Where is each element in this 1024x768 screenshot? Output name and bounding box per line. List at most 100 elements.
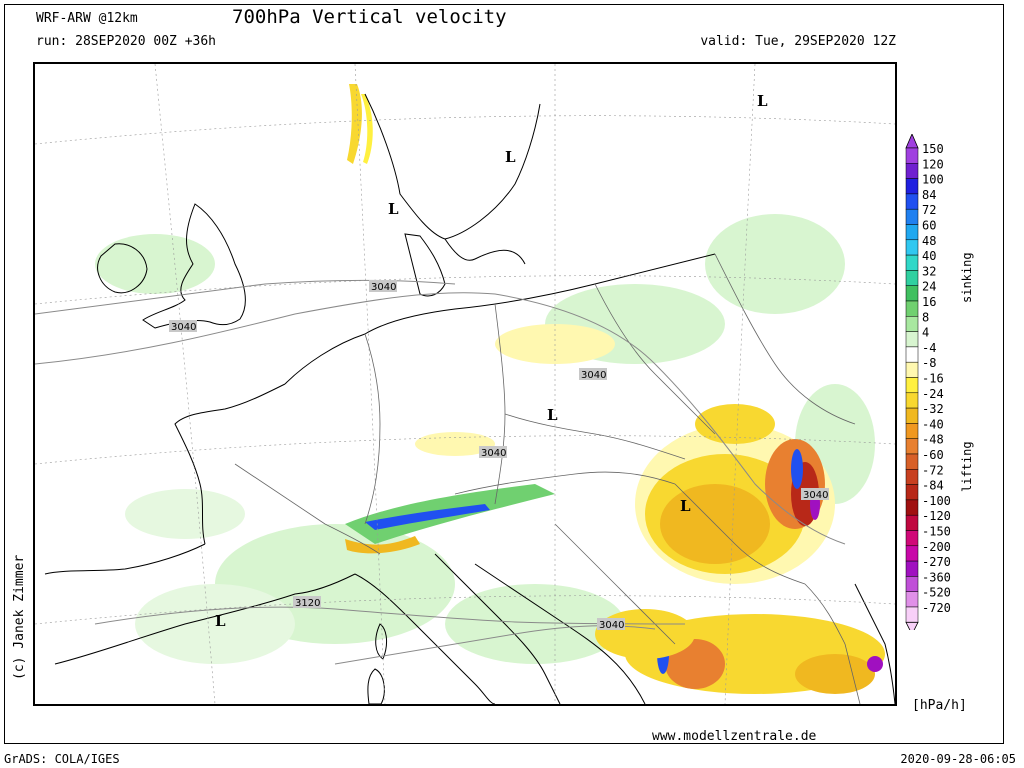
legend-swatch (905, 361, 919, 378)
legend-swatch (905, 484, 919, 501)
norway-lifting (361, 94, 373, 164)
legend-swatch (905, 560, 919, 577)
isohypse-label-bg (597, 618, 625, 630)
border-france-germany (364, 333, 381, 525)
legend-swatch (905, 499, 919, 516)
isohypse-label: 3040 (599, 620, 624, 631)
legend-tick-label: -150 (922, 525, 951, 539)
isohypse-label-bg (293, 596, 321, 608)
legend-swatch (905, 254, 919, 271)
legend-tick-label: 24 (922, 280, 936, 294)
sinking-patch (135, 584, 295, 664)
legend-arrow-bottom (905, 621, 919, 630)
graticule-layer (35, 64, 895, 704)
alps-core (365, 504, 490, 530)
coast-sardinia (367, 668, 385, 704)
coast-black-sea (854, 583, 895, 704)
isohypse-label-bg (579, 368, 607, 380)
legend-tick-label: -60 (922, 448, 944, 462)
sinking-patch (125, 489, 245, 539)
legend-swatch (905, 530, 919, 547)
border-czech (504, 413, 686, 460)
color-legend: 150120100847260484032241684-4-8-16-24-32… (905, 134, 951, 630)
pressure-low-label: L (547, 406, 558, 424)
coast-italy-west (354, 573, 496, 704)
isohypse-label: 3040 (481, 448, 506, 459)
graticule-line (154, 64, 216, 704)
legend-tick-label: -270 (922, 555, 951, 569)
run-label: run: 28SEP2020 00Z +36h (36, 34, 217, 49)
pressure-low-label: L (215, 612, 226, 630)
legend-tick-label: -720 (922, 601, 951, 615)
legend-swatch (905, 224, 919, 241)
border-hungary (674, 483, 806, 585)
legend-arrow-top (905, 134, 919, 149)
legend-tick-label: 60 (922, 219, 936, 233)
credit-label: (c) Janek Zimmer (12, 554, 27, 680)
legend-swatch (905, 316, 919, 332)
lifting-patch (595, 609, 695, 659)
field-layer (95, 84, 885, 694)
alps-lifting (345, 536, 420, 554)
graticule-line (35, 595, 895, 625)
isohypse-label: 3040 (803, 490, 828, 501)
isohypse-labels: 3040 3040 3040 3040 3040 3040 3120 (169, 280, 829, 631)
coast-denmark (404, 233, 446, 297)
website-label: www.modellzentrale.de (652, 729, 817, 744)
isohypse-label: 3040 (171, 322, 196, 333)
legend-tick-label: -4 (922, 341, 936, 355)
legend-tick-label: 72 (922, 203, 936, 217)
legend-tick-label: 8 (922, 310, 929, 324)
legend-swatch (905, 239, 919, 256)
coastline-layer (44, 93, 895, 704)
sinking-label: sinking (960, 252, 974, 303)
coast-ireland (97, 243, 148, 294)
legend-swatch (905, 208, 919, 225)
coast-baltic (444, 238, 526, 265)
border-romania-bulgaria (804, 583, 861, 704)
border-germany-poland (494, 303, 506, 505)
legend-tick-label: 40 (922, 249, 936, 263)
software-label: GrADS: COLA/IGES (4, 752, 120, 766)
legend-tick-label: -40 (922, 417, 944, 431)
isohypse-label-bg (169, 320, 197, 332)
legend-tick-label: -48 (922, 433, 944, 447)
valid-label: valid: Tue, 29SEP2020 12Z (700, 34, 896, 49)
pressure-low-label: L (505, 148, 516, 166)
legend-swatch (905, 300, 919, 317)
legend-swatch (905, 438, 919, 455)
pressure-low-label: L (680, 497, 691, 515)
isohypse-label-bg (801, 488, 829, 500)
legend-tick-label: 120 (922, 157, 944, 171)
coast-med-west (54, 573, 356, 665)
graticule-line (35, 115, 895, 145)
graticule-line (35, 435, 895, 465)
isohypse-label-bg (479, 446, 507, 458)
legend-swatch (905, 606, 919, 623)
isohypse-label: 3040 (371, 282, 396, 293)
lows-layer: L L L L L L (215, 92, 768, 630)
border-austria (454, 471, 676, 495)
map-svg: L L L L L L 3040 3040 3040 3040 3040 304… (35, 64, 895, 704)
border-layer (234, 253, 861, 704)
legend-tick-label: -24 (922, 387, 944, 401)
graticule-line (354, 64, 386, 704)
legend-tick-label: -360 (922, 570, 951, 584)
legend-tick-label: 84 (922, 188, 936, 202)
coast-biscay (44, 543, 206, 575)
unit-label: [hPa/h] (912, 698, 967, 713)
legend-swatch (905, 270, 919, 286)
lifting-label: lifting (960, 441, 974, 492)
legend-swatch (905, 392, 919, 409)
border-france-swiss (234, 463, 381, 555)
pressure-low-label: L (757, 92, 768, 110)
graticule-line (35, 275, 895, 305)
legend-tick-label: -8 (922, 356, 936, 370)
legend-swatch (905, 453, 919, 470)
legend-tick-label: -120 (922, 509, 951, 523)
legend-tick-label: -84 (922, 479, 944, 493)
legend-swatch (905, 285, 919, 302)
legend-swatch (905, 514, 919, 531)
sinking-core (791, 449, 803, 489)
pressure-low-label: L (388, 200, 399, 218)
